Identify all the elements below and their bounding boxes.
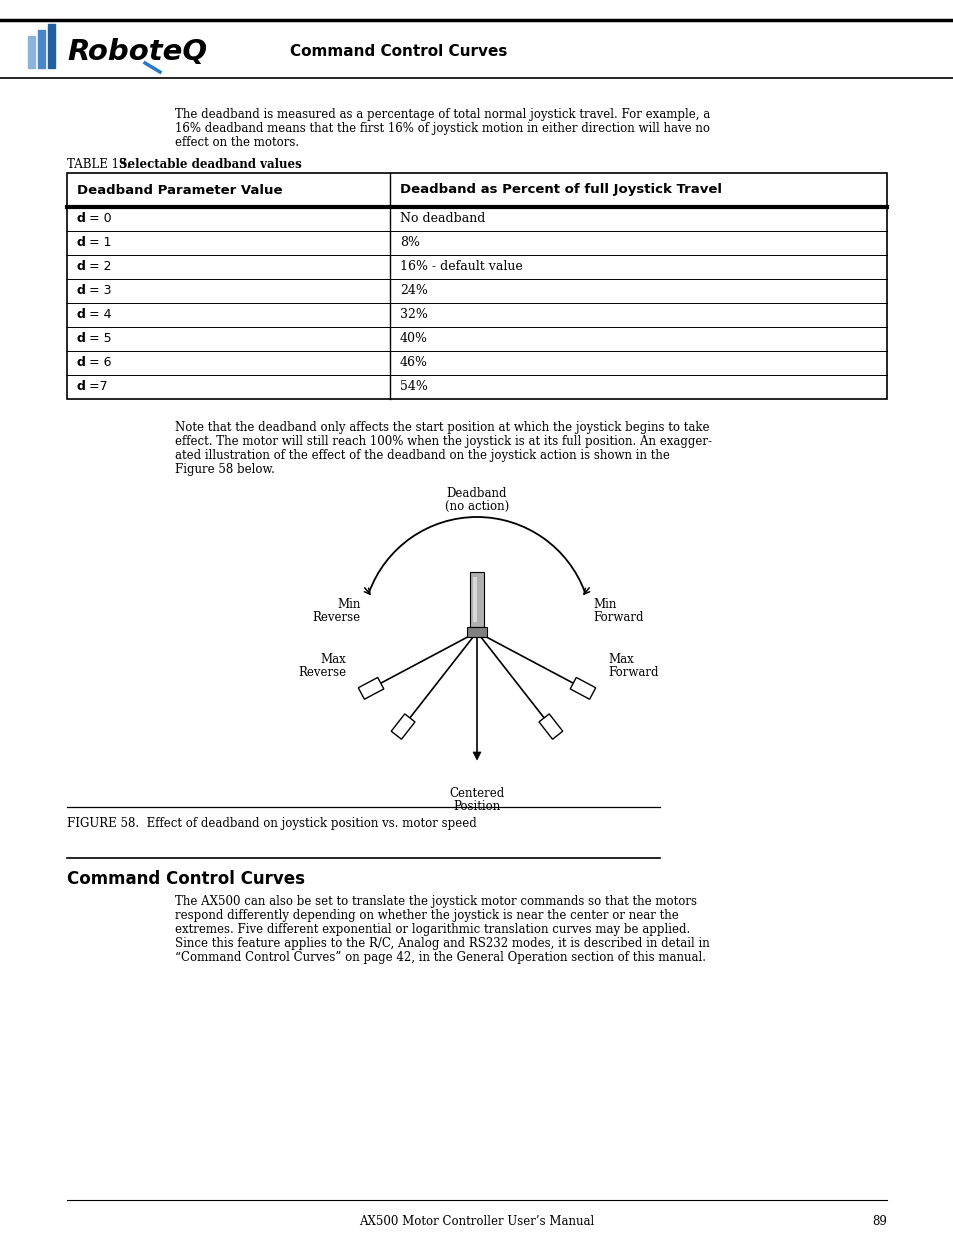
Text: Deadband: Deadband: [446, 487, 507, 500]
Text: Min: Min: [337, 598, 360, 610]
Polygon shape: [570, 678, 595, 699]
Polygon shape: [391, 714, 415, 740]
Text: Deadband as Percent of full Joystick Travel: Deadband as Percent of full Joystick Tra…: [399, 184, 721, 196]
Text: = 5: = 5: [85, 332, 112, 346]
Text: Max: Max: [607, 653, 633, 667]
Text: FIGURE 58.  Effect of deadband on joystick position vs. motor speed: FIGURE 58. Effect of deadband on joystic…: [67, 818, 476, 830]
Text: TABLE 13.: TABLE 13.: [67, 158, 133, 170]
Text: 16% deadband means that the first 16% of joystick motion in either direction wil: 16% deadband means that the first 16% of…: [174, 122, 709, 135]
Text: “Command Control Curves” on page 42, in the General Operation section of this ma: “Command Control Curves” on page 42, in …: [174, 951, 705, 965]
Bar: [48, 23, 55, 68]
Text: d: d: [77, 380, 86, 394]
Bar: [67, 173, 886, 207]
Text: d: d: [77, 261, 86, 273]
Text: 32%: 32%: [399, 309, 428, 321]
Text: 46%: 46%: [399, 357, 428, 369]
Polygon shape: [473, 752, 480, 760]
Text: 89: 89: [871, 1215, 886, 1228]
Text: Note that the deadband only affects the start position at which the joystick beg: Note that the deadband only affects the …: [174, 421, 709, 433]
Bar: [470, 572, 483, 627]
Text: The deadband is measured as a percentage of total normal joystick travel. For ex: The deadband is measured as a percentage…: [174, 107, 709, 121]
Bar: [467, 627, 486, 637]
Text: =7: =7: [85, 380, 108, 394]
Text: d: d: [77, 357, 86, 369]
Text: = 1: = 1: [85, 236, 112, 249]
Text: RoboteQ: RoboteQ: [67, 38, 207, 65]
Text: Reverse: Reverse: [313, 610, 360, 624]
Text: Max: Max: [320, 653, 346, 667]
Text: 54%: 54%: [399, 380, 428, 394]
Text: d: d: [77, 332, 86, 346]
Text: Centered: Centered: [449, 787, 504, 800]
Text: 40%: 40%: [399, 332, 428, 346]
Text: Forward: Forward: [593, 610, 643, 624]
Polygon shape: [538, 714, 562, 740]
Text: 24%: 24%: [399, 284, 428, 298]
Text: The AX500 can also be set to translate the joystick motor commands so that the m: The AX500 can also be set to translate t…: [174, 895, 697, 908]
Text: Since this feature applies to the R/C, Analog and RS232 modes, it is described i: Since this feature applies to the R/C, A…: [174, 937, 709, 950]
Text: effect. The motor will still reach 100% when the joystick is at its full positio: effect. The motor will still reach 100% …: [174, 435, 711, 448]
Text: No deadband: No deadband: [399, 212, 485, 226]
Text: Command Control Curves: Command Control Curves: [67, 869, 305, 888]
Text: d: d: [77, 309, 86, 321]
Bar: [38, 30, 45, 68]
Text: 16% - default value: 16% - default value: [399, 261, 522, 273]
Text: extremes. Five different exponential or logarithmic translation curves may be ap: extremes. Five different exponential or …: [174, 923, 690, 936]
Text: 8%: 8%: [399, 236, 419, 249]
Bar: [28, 36, 35, 68]
Text: = 0: = 0: [85, 212, 112, 226]
Text: d: d: [77, 284, 86, 298]
Bar: [67, 173, 886, 399]
Text: Reverse: Reverse: [297, 667, 346, 679]
Text: d: d: [77, 236, 86, 249]
Text: d: d: [77, 212, 86, 226]
Text: respond differently depending on whether the joystick is near the center or near: respond differently depending on whether…: [174, 909, 678, 923]
Text: Figure 58 below.: Figure 58 below.: [174, 463, 274, 475]
Bar: [473, 577, 476, 622]
Text: = 3: = 3: [85, 284, 112, 298]
Text: Min: Min: [593, 598, 616, 610]
Text: Command Control Curves: Command Control Curves: [290, 44, 507, 59]
Text: = 4: = 4: [85, 309, 112, 321]
Polygon shape: [358, 678, 383, 699]
Text: Selectable deadband values: Selectable deadband values: [119, 158, 301, 170]
Text: (no action): (no action): [444, 500, 509, 513]
Text: AX500 Motor Controller User’s Manual: AX500 Motor Controller User’s Manual: [359, 1215, 594, 1228]
Text: = 2: = 2: [85, 261, 112, 273]
Text: Forward: Forward: [607, 667, 658, 679]
Text: ated illustration of the effect of the deadband on the joystick action is shown : ated illustration of the effect of the d…: [174, 450, 669, 462]
Text: Position: Position: [453, 800, 500, 813]
Text: effect on the motors.: effect on the motors.: [174, 136, 299, 149]
Text: = 6: = 6: [85, 357, 112, 369]
Text: Deadband Parameter Value: Deadband Parameter Value: [77, 184, 282, 196]
